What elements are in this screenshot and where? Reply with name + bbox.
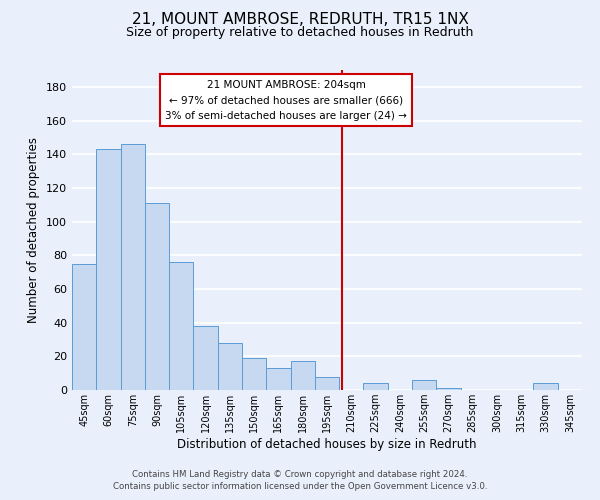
Bar (364, 384, 388, 390)
Bar (72, 264, 96, 390)
X-axis label: Distribution of detached houses by size in Redruth: Distribution of detached houses by size … (177, 438, 477, 451)
Bar (242, 358, 266, 390)
Bar (169, 262, 193, 390)
Bar (96, 149, 121, 390)
Bar (193, 326, 218, 390)
Bar (218, 343, 242, 390)
Bar (266, 368, 290, 390)
Bar (436, 388, 461, 390)
Text: Contains HM Land Registry data © Crown copyright and database right 2024.: Contains HM Land Registry data © Crown c… (132, 470, 468, 479)
Bar (290, 362, 315, 390)
Text: 21 MOUNT AMBROSE: 204sqm
← 97% of detached houses are smaller (666)
3% of semi-d: 21 MOUNT AMBROSE: 204sqm ← 97% of detach… (165, 80, 407, 121)
Y-axis label: Number of detached properties: Number of detached properties (28, 137, 40, 323)
Bar (121, 144, 145, 390)
Bar (145, 203, 169, 390)
Bar (412, 380, 436, 390)
Bar (533, 384, 558, 390)
Text: Size of property relative to detached houses in Redruth: Size of property relative to detached ho… (127, 26, 473, 39)
Text: 21, MOUNT AMBROSE, REDRUTH, TR15 1NX: 21, MOUNT AMBROSE, REDRUTH, TR15 1NX (131, 12, 469, 28)
Bar (315, 376, 339, 390)
Text: Contains public sector information licensed under the Open Government Licence v3: Contains public sector information licen… (113, 482, 487, 491)
